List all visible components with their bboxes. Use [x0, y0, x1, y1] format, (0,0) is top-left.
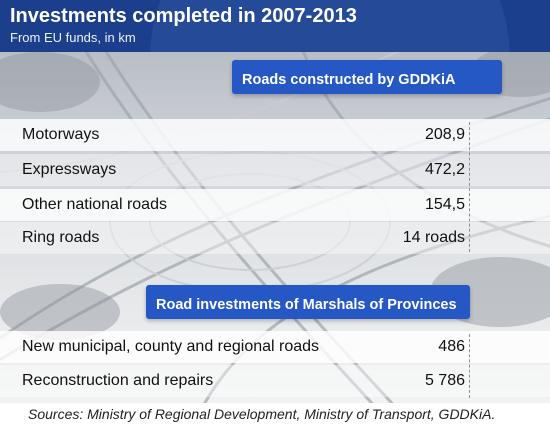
row-value: 14 roads	[402, 229, 465, 246]
row-label: Ring roads	[22, 229, 100, 246]
table-row-other-national-roads: Other national roads 154,5	[0, 189, 550, 221]
source-note: Sources: Ministry of Regional Developmen…	[28, 406, 496, 422]
table-row-ring-roads: Ring roads 14 roads	[0, 222, 550, 254]
section-heading-gddkia-label: Roads constructed by GDDKiA	[242, 72, 456, 88]
column-divider	[469, 334, 470, 398]
row-value: 486	[438, 338, 465, 355]
row-label: New municipal, county and regional roads	[22, 338, 320, 355]
row-label: Reconstruction and repairs	[22, 372, 214, 389]
row-label: Expressways	[22, 161, 117, 178]
header-decoration	[150, 0, 510, 52]
table-row-motorways: Motorways 208,9	[0, 119, 550, 151]
section-heading-marshals-label: Road investments of Marshals of Province…	[156, 297, 457, 313]
column-divider	[469, 122, 470, 252]
table-row-reconstruction: Reconstruction and repairs 5 786	[0, 365, 550, 397]
row-label: Motorways	[22, 126, 100, 143]
section-heading-marshals: Road investments of Marshals of Province…	[146, 285, 470, 319]
page-title: Investments completed in 2007-2013	[10, 5, 357, 27]
section-heading-gddkia: Roads constructed by GDDKiA	[232, 60, 502, 94]
row-value: 5 786	[424, 372, 465, 389]
row-label: Other national roads	[22, 196, 167, 213]
row-value: 154,5	[424, 196, 465, 213]
row-value: 208,9	[424, 126, 465, 143]
page-subtitle: From EU funds, in km	[10, 30, 136, 45]
table-row-expressways: Expressways 472,2	[0, 154, 550, 186]
row-value: 472,2	[424, 161, 465, 178]
header-bar: Investments completed in 2007-2013 From …	[0, 0, 550, 52]
table-row-new-roads: New municipal, county and regional roads…	[0, 331, 550, 363]
